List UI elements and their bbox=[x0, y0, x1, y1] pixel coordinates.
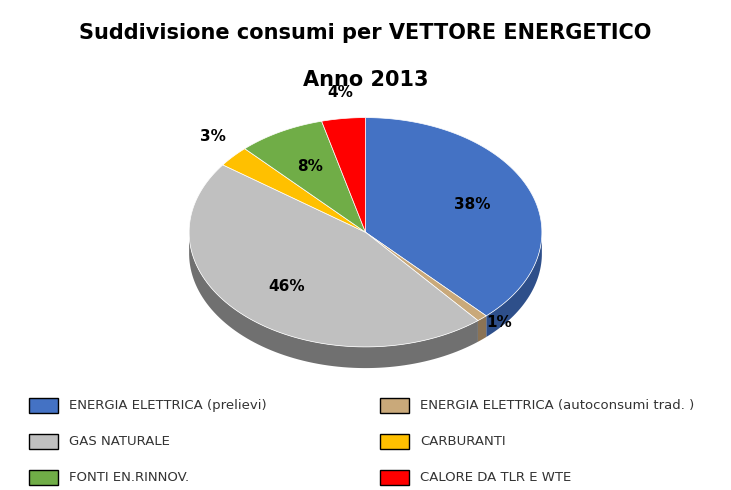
Polygon shape bbox=[366, 118, 542, 316]
Polygon shape bbox=[486, 235, 542, 337]
Text: ENERGIA ELETTRICA (prelievi): ENERGIA ELETTRICA (prelievi) bbox=[69, 399, 267, 413]
Polygon shape bbox=[366, 232, 486, 320]
Text: FONTI EN.RINNOV.: FONTI EN.RINNOV. bbox=[69, 470, 189, 484]
Polygon shape bbox=[245, 121, 366, 232]
Text: Anno 2013: Anno 2013 bbox=[303, 71, 428, 90]
Text: CALORE DA TLR E WTE: CALORE DA TLR E WTE bbox=[420, 470, 572, 484]
Text: CARBURANTI: CARBURANTI bbox=[420, 435, 506, 448]
Polygon shape bbox=[322, 118, 366, 232]
Polygon shape bbox=[189, 234, 478, 368]
FancyBboxPatch shape bbox=[380, 469, 409, 485]
Text: 46%: 46% bbox=[269, 279, 306, 294]
FancyBboxPatch shape bbox=[380, 398, 409, 414]
Polygon shape bbox=[478, 316, 486, 342]
Text: 3%: 3% bbox=[200, 129, 227, 144]
Text: 1%: 1% bbox=[487, 315, 512, 330]
Polygon shape bbox=[223, 148, 366, 232]
Text: 38%: 38% bbox=[454, 197, 491, 212]
FancyBboxPatch shape bbox=[380, 434, 409, 449]
Polygon shape bbox=[189, 165, 478, 347]
Text: 8%: 8% bbox=[298, 159, 323, 174]
Text: Suddivisione consumi per VETTORE ENERGETICO: Suddivisione consumi per VETTORE ENERGET… bbox=[79, 24, 652, 43]
Text: GAS NATURALE: GAS NATURALE bbox=[69, 435, 170, 448]
FancyBboxPatch shape bbox=[29, 469, 58, 485]
FancyBboxPatch shape bbox=[29, 398, 58, 414]
Text: ENERGIA ELETTRICA (autoconsumi trad. ): ENERGIA ELETTRICA (autoconsumi trad. ) bbox=[420, 399, 694, 413]
FancyBboxPatch shape bbox=[29, 434, 58, 449]
Text: 4%: 4% bbox=[327, 85, 353, 100]
